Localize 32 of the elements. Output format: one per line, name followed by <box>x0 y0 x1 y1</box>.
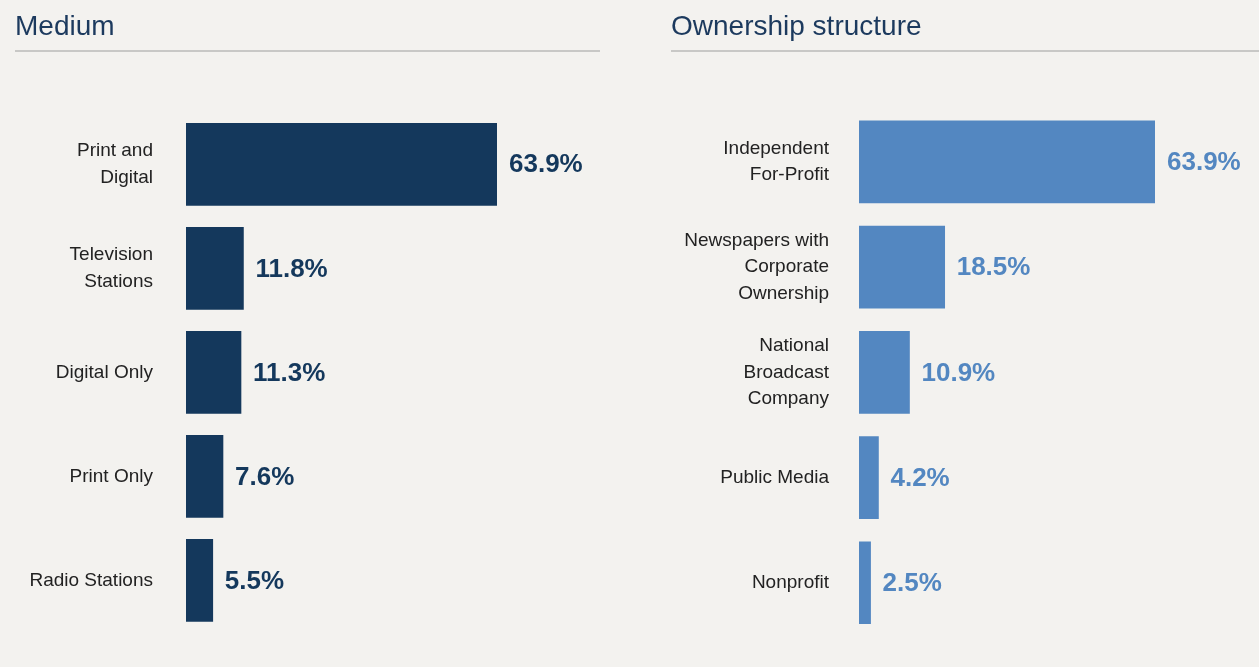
data-label: 11.8% <box>255 252 328 283</box>
chart-title: Medium <box>15 10 600 52</box>
data-label: 4.2% <box>890 461 950 492</box>
bar <box>859 120 1155 204</box>
y-tick-label: National Broadcast Company <box>743 333 830 409</box>
bar <box>186 122 497 206</box>
y-tick-label: Digital Only <box>55 360 154 382</box>
y-tick-label: Print Only <box>69 464 154 486</box>
bar <box>186 435 224 518</box>
chart-title: Ownership structure <box>671 10 1259 52</box>
y-tick-label: Public Media <box>720 465 830 487</box>
y-tick-label: Independent For-Profit <box>723 136 830 185</box>
data-label: 5.5% <box>224 564 285 595</box>
data-label: 11.3% <box>253 356 326 387</box>
data-label: 2.5% <box>882 566 942 597</box>
data-label: 7.6% <box>234 460 295 491</box>
data-label: 18.5% <box>956 251 1031 282</box>
data-label: 63.9% <box>1167 146 1241 177</box>
y-tick-label: Radio Stations <box>29 568 153 590</box>
y-tick-label: Newspapers with Corporate Ownership <box>684 228 829 303</box>
data-label: 63.9% <box>509 148 583 179</box>
bar <box>186 539 214 622</box>
bar <box>859 436 879 519</box>
bar <box>186 331 242 414</box>
bar <box>859 225 946 309</box>
y-tick-label: Nonprofit <box>751 571 830 593</box>
y-tick-label: Television Stations <box>69 243 153 291</box>
bar <box>859 541 871 625</box>
bar <box>186 227 244 310</box>
data-label: 10.9% <box>921 356 996 387</box>
y-tick-label: Print and Digital <box>76 139 153 187</box>
bar <box>859 331 910 414</box>
